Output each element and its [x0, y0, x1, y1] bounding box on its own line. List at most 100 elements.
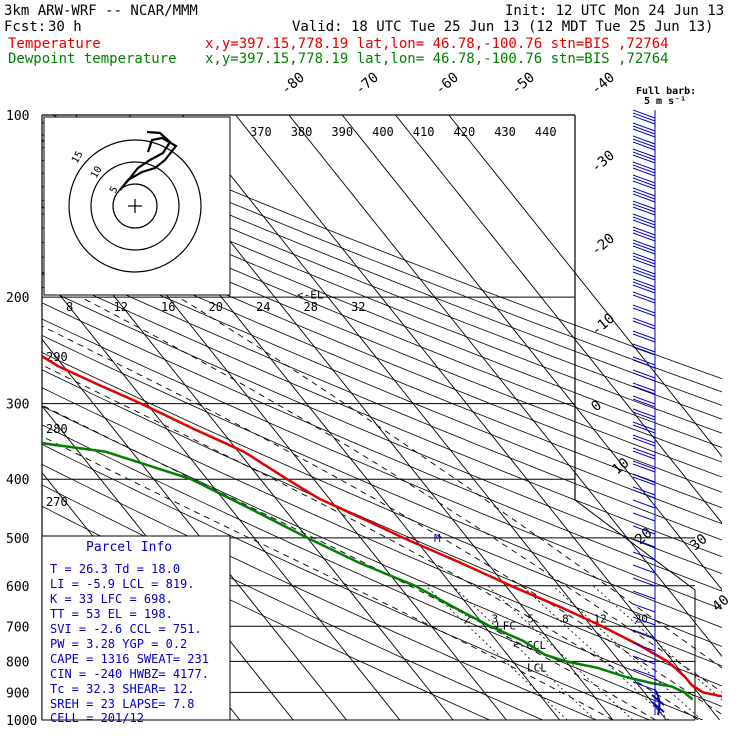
hodograph-ring-label: 10	[89, 165, 105, 181]
theta-label: 420	[454, 125, 476, 139]
moist-adiabat	[80, 296, 722, 693]
wind-barb	[632, 115, 656, 125]
dry-adiabat	[42, 286, 722, 575]
wind-barb	[632, 161, 656, 171]
isotherm	[42, 272, 401, 720]
init-time: Init: 12 UTC Mon 24 Jun 13	[505, 3, 724, 19]
wind-barb	[632, 229, 656, 239]
wind-barb	[632, 265, 656, 275]
wind-barb	[632, 187, 656, 197]
dry-adiabat	[42, 185, 722, 463]
legend-temperature-name: Temperature	[8, 36, 101, 52]
parcel-row: TT = 53 EL = 198.	[50, 607, 173, 621]
wind-barb	[632, 268, 656, 278]
wind-barb	[632, 232, 656, 242]
wind-barb	[632, 489, 656, 499]
dry-adiabat	[52, 115, 722, 380]
wind-barb-low	[651, 689, 665, 716]
wind-barb	[632, 278, 656, 288]
theta-side-label: 280	[46, 422, 68, 436]
hodograph-scale-label: 32	[351, 300, 365, 314]
theta-label: 410	[413, 125, 435, 139]
barb-note-line2: 5 m s⁻¹	[644, 96, 686, 107]
isotherm-label: -10	[588, 311, 618, 340]
pressure-tick-label: 100	[6, 109, 29, 124]
valid-time: Valid: 18 UTC Tue 25 Jun 13 (12 MDT Tue …	[292, 19, 713, 35]
wind-barb	[632, 437, 656, 447]
wind-barb	[632, 447, 656, 457]
pressure-tick-label: 200	[6, 291, 29, 306]
parcel-row: T = 26.3 Td = 18.0	[50, 562, 180, 576]
wind-barb	[632, 125, 656, 135]
mixing-ratio-label: 3	[492, 612, 499, 625]
moist-adiabat	[42, 364, 699, 720]
wind-barb	[632, 242, 656, 252]
mixing-ratio-label: 12	[593, 612, 606, 625]
dewpoint-line	[42, 441, 694, 701]
hodograph-scale-label: 20	[209, 300, 223, 314]
dry-adiabat	[42, 463, 597, 720]
wind-barb	[632, 369, 656, 379]
wind-barb	[632, 642, 656, 652]
hodograph-ring	[68, 139, 202, 273]
level-label: LCL	[527, 662, 547, 675]
pressure-tick-label: 400	[6, 473, 29, 488]
level-label: <-EL	[297, 288, 324, 301]
wind-barb	[632, 525, 656, 535]
dry-adiabat	[42, 134, 722, 406]
theta-label: 430	[494, 125, 516, 139]
wind-barb	[632, 408, 656, 418]
wind-barb	[632, 203, 656, 213]
barb-note-line1: Full barb:	[636, 86, 696, 97]
wind-barb	[632, 151, 656, 161]
legend-dewpoint-name: Dewpoint temperature	[8, 51, 177, 67]
wind-barbs	[632, 109, 665, 716]
wind-barb	[632, 258, 656, 268]
hodograph-scale-label: 24	[256, 300, 270, 314]
isotherm-label: -30	[588, 148, 618, 177]
isotherm-label: -20	[588, 231, 618, 260]
pressure-tick-label: 600	[6, 580, 29, 595]
wind-barb	[632, 213, 656, 223]
parcel-row: CIN = -240 HWBZ= 4177.	[50, 667, 209, 681]
wind-barb	[632, 255, 656, 265]
dry-adiabat	[42, 318, 722, 610]
dry-adiabat	[42, 213, 722, 493]
parcel-row: PW = 3.28 YGP = 0.2	[50, 637, 187, 651]
parcel-row: CELL = 201/12	[50, 711, 144, 725]
mixing-ratio-line	[521, 585, 670, 720]
wind-barb	[632, 655, 656, 665]
wind-barb	[632, 421, 656, 431]
isotherm-label: 20	[632, 525, 655, 548]
dry-adiabat	[42, 199, 722, 478]
wind-barb	[632, 206, 656, 216]
wind-barb	[632, 333, 656, 343]
hodograph-ring-label: 15	[70, 150, 86, 166]
pressure-tick-label: 900	[6, 686, 29, 701]
parcel-row: LI = -5.9 LCL = 819.	[50, 577, 195, 591]
wind-barb	[632, 294, 656, 304]
wind-barb	[632, 603, 656, 613]
wind-barb	[632, 180, 656, 190]
wind-barb	[632, 284, 656, 294]
wind-barb	[632, 616, 656, 626]
wind-barb	[632, 112, 656, 122]
hodograph-ring	[90, 161, 180, 251]
theta-label: 390	[331, 125, 353, 139]
wind-barb	[632, 343, 656, 353]
wind-barb	[632, 486, 656, 496]
wind-barb	[632, 239, 656, 249]
wind-barb	[632, 346, 656, 356]
wind-barb	[632, 551, 656, 561]
wind-barb	[632, 128, 656, 138]
wind-barb	[632, 190, 656, 200]
theta-label: 370	[250, 125, 272, 139]
mixing-ratio-line	[452, 585, 596, 720]
wind-barb	[632, 291, 656, 301]
isotherm	[181, 115, 667, 720]
wind-barb	[632, 177, 656, 187]
temperature-line	[42, 354, 722, 698]
dry-adiabat	[42, 369, 722, 667]
hodograph-ring-label: 5	[108, 185, 121, 196]
